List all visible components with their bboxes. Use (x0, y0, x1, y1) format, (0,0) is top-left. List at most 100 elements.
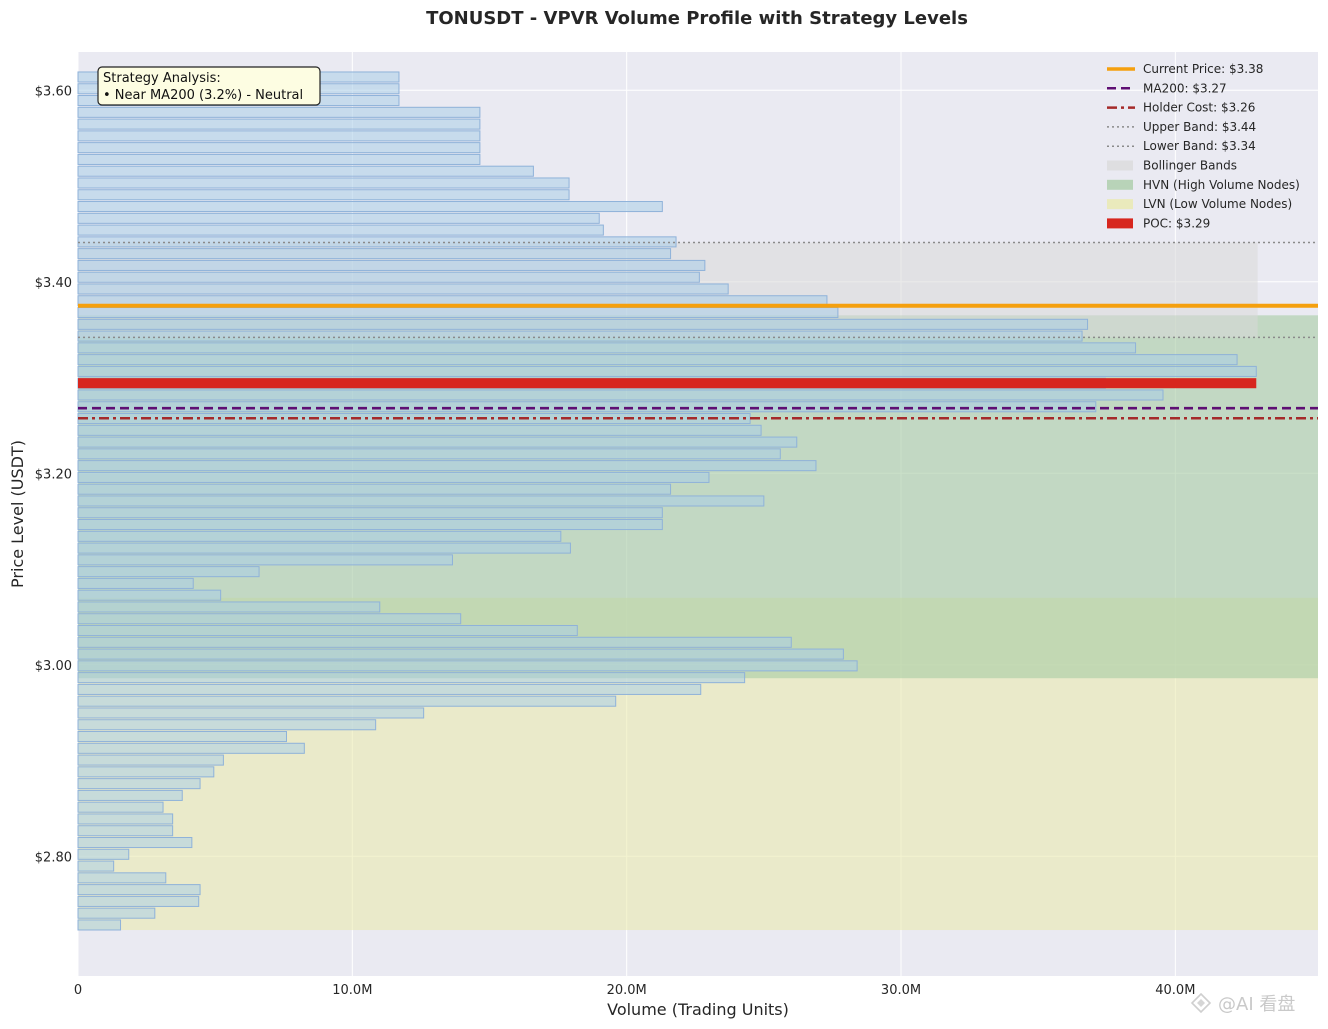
volume-bar-2 (77, 895, 200, 907)
volume-bar-69 (77, 106, 481, 118)
volume-bar-39 (77, 460, 817, 472)
legend-label-ma200: MA200: $3.27 (1143, 81, 1227, 95)
volume-bar-21 (77, 672, 746, 684)
volume-bar-42 (77, 424, 762, 436)
volume-bar-10 (77, 801, 164, 813)
volume-bar-67 (77, 130, 481, 142)
volume-bar-26 (77, 613, 462, 625)
x-tick-label-2: 20.0M (607, 983, 647, 998)
volume-bar-45 (77, 389, 1164, 401)
y-tick-label-2: $3.20 (35, 467, 72, 482)
volume-bar-64 (77, 165, 534, 177)
poc-bar (78, 378, 1257, 389)
strategy-annotation: Strategy Analysis: • Near MA200 (3.2%) -… (97, 66, 321, 106)
volume-bar-37 (77, 483, 672, 495)
volume-bar-24 (77, 636, 792, 648)
volume-bar-29 (77, 577, 194, 589)
y-tick-label-3: $3.40 (35, 276, 72, 291)
poc-group (78, 378, 1257, 389)
chart-title: TONUSDT - VPVR Volume Profile with Strat… (426, 8, 968, 29)
legend-label-hvn: HVN (High Volume Nodes) (1143, 178, 1300, 192)
legend-swatch-poc (1107, 218, 1133, 229)
volume-bar-40 (77, 448, 781, 460)
volume-bar-56 (77, 259, 706, 271)
volume-bar-51 (77, 318, 1089, 330)
legend-label-lvn: LVN (Low Volume Nodes) (1143, 197, 1292, 211)
volume-bar-12 (77, 778, 201, 790)
volume-bar-1 (77, 907, 156, 919)
volume-bar-4 (77, 872, 167, 884)
legend-swatch-lvn (1107, 199, 1133, 210)
volume-bar-49 (77, 342, 1137, 354)
volume-bar-62 (77, 189, 570, 201)
volume-bar-17 (77, 719, 377, 731)
y-axis-ticks: $2.80 $3.00 $3.20 $3.40 $3.60 (35, 84, 72, 865)
legend-label-upper: Upper Band: $3.44 (1143, 120, 1256, 134)
volume-bar-41 (77, 436, 798, 448)
volume-bar-3 (77, 884, 201, 896)
watermark: @AI 看盘 (1190, 992, 1295, 1015)
volume-bar-25 (77, 625, 578, 637)
volume-bar-0 (77, 919, 122, 931)
volume-bar-28 (77, 589, 222, 601)
volume-bar-47 (77, 365, 1257, 377)
volume-bar-61 (77, 201, 663, 213)
volume-bar-32 (77, 542, 571, 554)
volume-bar-44 (77, 401, 1097, 413)
annotation-line-2: • Near MA200 (3.2%) - Neutral (103, 88, 303, 103)
legend-label-bollinger: Bollinger Bands (1143, 159, 1237, 173)
x-tick-label-3: 30.0M (881, 983, 921, 998)
annotation-line-1: Strategy Analysis: (103, 71, 221, 86)
volume-bar-9 (77, 813, 174, 825)
y-tick-label-1: $3.00 (35, 659, 72, 674)
volume-bar-13 (77, 766, 215, 778)
volume-bar-23 (77, 648, 844, 660)
legend-label-lower: Lower Band: $3.34 (1143, 139, 1256, 153)
volume-bar-63 (77, 177, 570, 189)
volume-bar-8 (77, 825, 174, 837)
volume-bar-60 (77, 212, 600, 224)
volume-bar-14 (77, 754, 224, 766)
volume-bar-27 (77, 601, 381, 613)
watermark-text: @AI 看盘 (1218, 994, 1295, 1015)
volume-bar-54 (77, 283, 729, 295)
volume-bar-38 (77, 471, 710, 483)
legend-label-current: Current Price: $3.38 (1143, 62, 1263, 76)
level-lines (78, 241, 1318, 420)
volume-bar-66 (77, 142, 481, 154)
volume-bar-7 (77, 836, 193, 849)
legend: Current Price: $3.38 MA200: $3.27 Holder C… (1107, 62, 1300, 230)
volume-bar-52 (77, 307, 839, 319)
y-axis-label: Price Level (USDT) (8, 440, 27, 588)
y-tick-label-4: $3.60 (35, 84, 72, 99)
volume-bar-6 (77, 848, 130, 860)
volume-bar-20 (77, 683, 702, 695)
volume-bar-57 (77, 248, 672, 260)
legend-swatch-bollinger (1107, 160, 1133, 171)
volume-bar-35 (77, 507, 663, 519)
volume-bar-30 (77, 566, 260, 578)
x-tick-label-0: 0 (74, 983, 82, 998)
volume-bar-48 (77, 354, 1238, 366)
volume-bar-22 (77, 660, 858, 672)
legend-swatch-hvn (1107, 179, 1133, 190)
volume-bar-59 (77, 224, 604, 236)
legend-label-poc: POC: $3.29 (1143, 216, 1210, 230)
volume-bar-11 (77, 789, 183, 801)
x-tick-label-4: 40.0M (1155, 983, 1195, 998)
x-tick-label-1: 10.0M (332, 983, 372, 998)
volume-bar-31 (77, 554, 453, 566)
volume-bar-5 (77, 860, 115, 872)
volume-bar-15 (77, 742, 305, 754)
volume-bar-34 (77, 519, 663, 531)
volume-bar-16 (77, 730, 287, 743)
x-axis-label: Volume (Trading Units) (607, 1000, 789, 1019)
legend-label-holder: Holder Cost: $3.26 (1143, 101, 1255, 115)
volume-bar-36 (77, 495, 765, 507)
x-axis-ticks: 0 10.0M 20.0M 30.0M 40.0M (74, 983, 1196, 998)
volume-bar-58 (77, 236, 677, 248)
volume-bar-18 (77, 707, 425, 719)
volume-bar-55 (77, 271, 700, 283)
annotation-box (97, 66, 321, 106)
